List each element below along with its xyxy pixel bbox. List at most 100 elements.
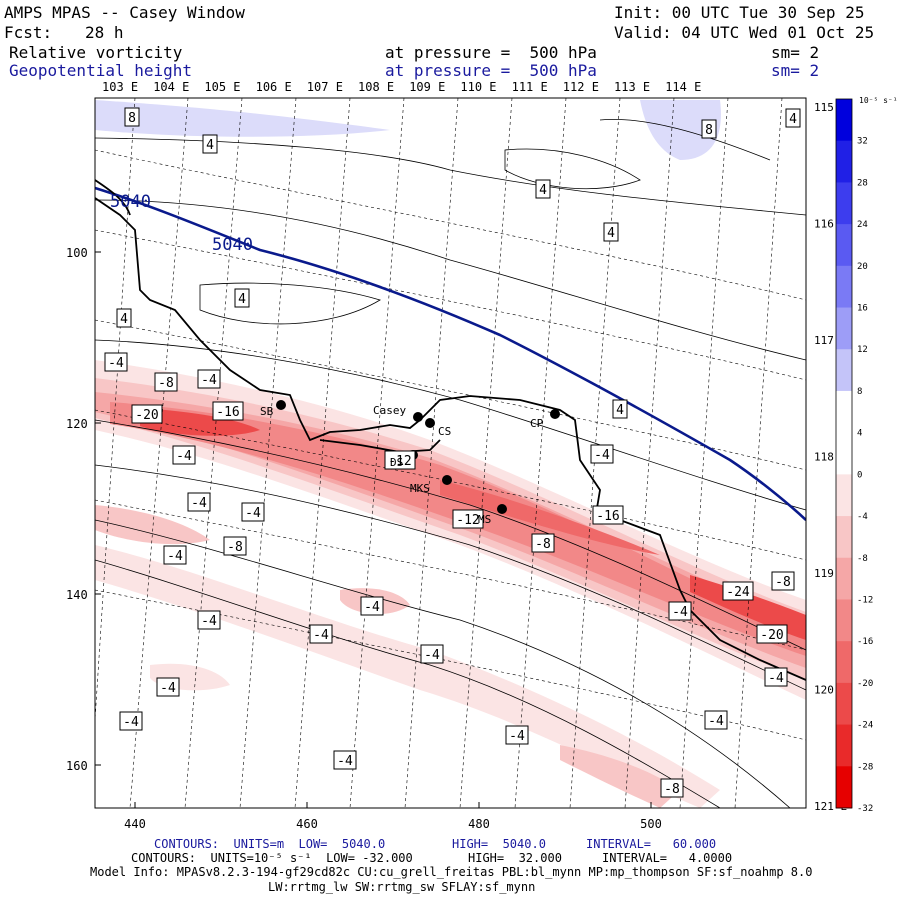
contour-label-text: -4 <box>594 448 610 463</box>
contour-label-text: -16 <box>596 509 619 524</box>
field2-smoothing: sm= 2 <box>771 61 820 80</box>
vort-contour-info: CONTOURS: UNITS=10⁻⁵ s⁻¹ LOW= -32.000 <box>131 851 413 865</box>
field1-smoothing: sm= 2 <box>771 43 820 62</box>
contour-label: -4 <box>333 750 357 770</box>
field1-level: at pressure = 500 hPa <box>385 43 597 62</box>
colorbar: 10⁻⁵ s⁻¹ 32 28 24 20 16 12 8 4 0 -4 -8 -12 -16 -20 -24 -… <box>835 96 898 814</box>
model-info-physics: LW:rrtmg_lw SW:rrtmg_sw SFLAY:sf_mynn <box>268 880 536 894</box>
height-contour-info: CONTOURS: UNITS=m LOW= 5040.0 <box>154 837 386 851</box>
contour-label-text: -16 <box>216 405 239 420</box>
forecast-label: Fcst: <box>4 23 53 42</box>
contour-label: -4 <box>505 725 529 745</box>
contour-label: -4 <box>360 596 384 616</box>
contour-label-text: -4 <box>167 549 183 564</box>
lon-label: 108 E <box>358 80 394 94</box>
station-ds: DS <box>390 456 403 469</box>
lon-label: 109 E <box>409 80 445 94</box>
station-cp: CP <box>530 417 544 430</box>
contour-label: -20 <box>756 624 788 644</box>
contour-label: -4 <box>172 445 196 465</box>
y-tick-label: 120 <box>66 417 88 431</box>
station-mks: MKS <box>410 482 430 495</box>
colorbar-segment <box>836 140 852 183</box>
contour-label-text: 4 <box>120 312 128 327</box>
contour-label: -8 <box>771 571 795 591</box>
colorbar-label: -32 <box>857 804 873 814</box>
x-tick-label: 480 <box>468 817 490 831</box>
vort-contour-high: HIGH= 32.000 <box>468 851 562 865</box>
lonlat-grid <box>95 98 806 808</box>
map-frame <box>94 97 807 809</box>
station-sb: SB <box>260 405 274 418</box>
colorbar-label: 28 <box>857 178 868 188</box>
contour-label-text: 8 <box>705 123 713 138</box>
contour-label-text: -20 <box>760 628 783 643</box>
contour-label-text: -4 <box>768 671 784 686</box>
lon-label: 103 E <box>102 80 138 94</box>
colorbar-segment <box>836 766 852 809</box>
lon-label: 107 E <box>307 80 343 94</box>
contour-label-text: -4 <box>191 496 207 511</box>
colorbar-segment <box>836 724 852 767</box>
contour-label-text: -4 <box>708 714 724 729</box>
contour-label-text: -24 <box>726 585 750 600</box>
contour-label: -16 <box>592 505 624 525</box>
field2-level: at pressure = 500 hPa <box>385 61 597 80</box>
contour-label: 4 <box>612 399 628 419</box>
positive-vorticity-shading <box>95 100 721 160</box>
contour-label-text: -4 <box>201 373 217 388</box>
colorbar-segment <box>836 682 852 726</box>
x-tick-label: 460 <box>296 817 318 831</box>
colorbar-label: -28 <box>857 762 873 772</box>
contour-label-text: 4 <box>616 403 624 418</box>
station-cs: CS <box>438 425 451 438</box>
contour-label-text: -12 <box>456 513 479 528</box>
contour-label: 4 <box>116 308 132 328</box>
height-contour-5040 <box>95 186 806 521</box>
colorbar-label: 0 <box>857 470 862 480</box>
contour-label: -4 <box>187 492 211 512</box>
x-tick-label: 440 <box>124 817 146 831</box>
contour-label: 4 <box>234 288 250 308</box>
contour-label-text: -4 <box>364 600 380 615</box>
contour-label: 8 <box>124 107 140 127</box>
contour-label: -24 <box>722 581 754 601</box>
model-info: Model Info: MPASv8.2.3-194-gf29cd82c CU:… <box>90 865 813 879</box>
contour-label: -4 <box>241 502 265 522</box>
contour-label: -16 <box>212 401 244 421</box>
lon-label: 112 E <box>563 80 599 94</box>
map-plot-area <box>95 98 806 808</box>
contour-label-text: -8 <box>664 782 680 797</box>
contour-label-text: -4 <box>108 356 124 371</box>
contour-label-text: -4 <box>313 628 329 643</box>
colorbar-label: -12 <box>857 595 873 605</box>
lon-label: 106 E <box>256 80 292 94</box>
contour-label-text: -20 <box>135 408 158 423</box>
contour-label-text: -8 <box>535 537 551 552</box>
contour-label-text: -4 <box>201 614 217 629</box>
contour-label: -4 <box>420 644 444 664</box>
station-labels: Casey CS SB CP MKS MS DS <box>260 404 544 526</box>
contour-label: -8 <box>531 533 555 553</box>
colorbar-segment <box>836 224 852 267</box>
contour-label: -12 <box>452 509 484 529</box>
forecast-hour: 28 h <box>85 23 124 42</box>
contour-label-text: -4 <box>176 449 192 464</box>
colorbar-label: 12 <box>857 345 868 355</box>
contour-label-text: 8 <box>128 111 136 126</box>
axis-tick-labels: 100 120 140 160 440 460 480 500 <box>66 246 662 831</box>
colorbar-segment <box>836 641 852 684</box>
colorbar-segment <box>836 390 852 434</box>
valid-time: Valid: 04 UTC Wed 01 Oct 25 <box>614 23 875 42</box>
colorbar-label: 24 <box>857 220 868 230</box>
contour-label: -4 <box>104 352 128 372</box>
y-tick-label: 100 <box>66 246 88 260</box>
station-ms: MS <box>478 513 491 526</box>
contour-label: -4 <box>668 601 692 621</box>
axis-ticks <box>95 251 652 808</box>
colorbar-segment <box>836 349 852 392</box>
contour-label-text: -4 <box>509 729 525 744</box>
contour-label: -4 <box>156 677 180 697</box>
colorbar-label: -24 <box>857 721 873 731</box>
